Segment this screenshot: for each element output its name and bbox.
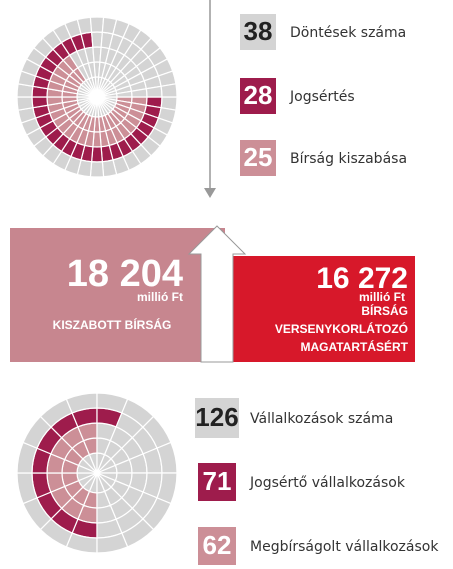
cartel-label: MAGATARTÁSÉRT [300, 339, 408, 354]
arrow-head [204, 188, 216, 198]
stat-value: 62 [203, 530, 232, 560]
stat-box [195, 398, 239, 438]
imposed-panel [10, 228, 225, 362]
polar-cell [96, 532, 129, 554]
stat-value: 25 [244, 142, 273, 172]
polar-cell [145, 85, 163, 98]
cartel-label: VERSENYKORLÁTOZÓ [275, 321, 408, 336]
stat-label: Jogsértés [289, 89, 355, 105]
stat-box [240, 140, 276, 176]
polar-cell [160, 83, 178, 98]
imposed-label: KISZABOTT BÍRSÁG [53, 317, 172, 332]
stat-label: Vállalkozások száma [250, 411, 393, 427]
stat-box [198, 463, 236, 501]
imposed-unit: millió Ft [137, 290, 183, 304]
stat-value: 71 [203, 466, 232, 496]
stat-label: Döntések száma [290, 25, 406, 41]
imposed-amount: 18 204 [67, 253, 183, 295]
stat-value: 38 [244, 16, 273, 46]
cartel-amount: 16 272 [316, 262, 408, 295]
cartel-label: BÍRSÁG [361, 303, 408, 318]
stat-box [198, 527, 236, 565]
cartel-unit: millió Ft [359, 290, 405, 304]
polar-cell [89, 161, 105, 178]
companies-polar [16, 392, 178, 554]
stat-label: Bírság kiszabása [290, 151, 407, 167]
stat-label: Jogsértő vállalkozások [249, 475, 406, 491]
cartel-panel [220, 256, 415, 362]
stat-box [240, 78, 276, 114]
stat-box [240, 14, 276, 50]
polar-cell [16, 96, 34, 111]
polar-cell [89, 16, 105, 33]
stat-label: Megbírságolt vállalkozások [250, 539, 439, 555]
polar-cell [31, 96, 49, 109]
stat-value: 28 [244, 80, 273, 110]
stat-value: 126 [195, 402, 238, 432]
up-arrow [187, 225, 247, 363]
decisions-polar [16, 16, 178, 178]
